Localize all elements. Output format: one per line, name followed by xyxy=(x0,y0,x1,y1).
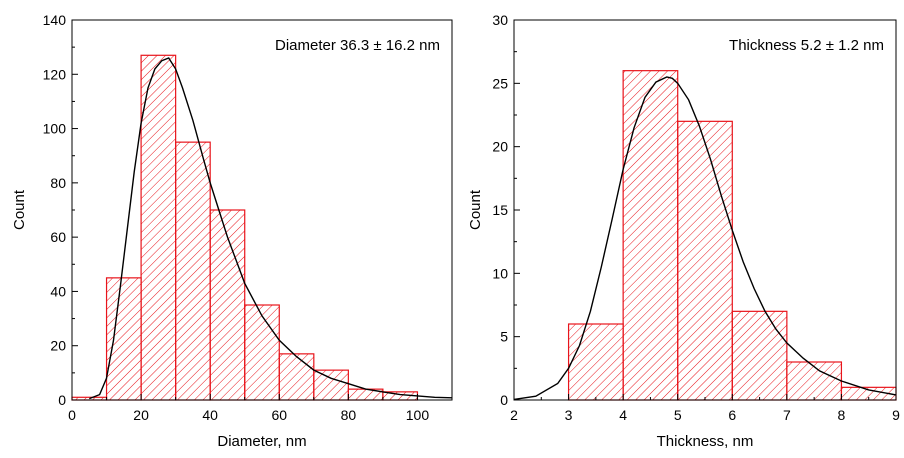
x-tick-label: 80 xyxy=(341,407,357,423)
thickness-histogram-chart: 2 3 4 5 6 7 8 9 0 5 10 15 20 25 30 Thickness, nm Count Th… xyxy=(467,12,900,450)
y-tick-label: 60 xyxy=(50,229,66,245)
x-tick-label: 4 xyxy=(619,407,627,423)
bars xyxy=(567,70,897,401)
bar xyxy=(175,141,211,401)
x-axis-label: Thickness, nm xyxy=(657,433,754,450)
y-tick-label: 140 xyxy=(43,12,67,28)
y-tick-label: 0 xyxy=(58,392,66,408)
y-tick-label: 80 xyxy=(50,175,66,191)
y-tick-label: 10 xyxy=(492,265,508,281)
x-tick-label: 2 xyxy=(510,407,518,423)
y-tick-label: 15 xyxy=(492,202,508,218)
x-tick-label: 0 xyxy=(68,407,76,423)
diameter-histogram-chart: 0 20 40 60 80 100 0 20 40 60 80 100 120 140 Diameter, … xyxy=(11,12,453,450)
bar xyxy=(677,120,733,401)
bar xyxy=(244,304,280,401)
stats-annotation: Thickness 5.2 ± 1.2 nm xyxy=(729,37,884,54)
x-tick-label: 60 xyxy=(271,407,287,423)
y-tick-label: 100 xyxy=(43,121,67,137)
bar xyxy=(731,310,788,401)
x-tick-label: 5 xyxy=(674,407,682,423)
x-tick-label: 3 xyxy=(565,407,573,423)
fit-curve xyxy=(89,57,453,400)
x-tick-label: 40 xyxy=(202,407,218,423)
bar xyxy=(567,323,624,401)
bar xyxy=(313,369,349,401)
y-axis-label: Count xyxy=(11,189,28,230)
y-tick-label: 40 xyxy=(50,283,66,299)
y-tick-label: 25 xyxy=(492,75,508,91)
x-tick-label: 8 xyxy=(838,407,846,423)
y-tick-label: 30 xyxy=(492,12,508,28)
y-tick-label: 5 xyxy=(500,329,508,345)
x-tick-label: 100 xyxy=(406,407,430,423)
y-axis-label: Count xyxy=(467,189,484,230)
bars xyxy=(71,54,419,401)
bar xyxy=(622,70,679,401)
y-tick-label: 20 xyxy=(492,139,508,155)
x-tick-label: 20 xyxy=(133,407,149,423)
bar xyxy=(786,361,843,401)
bar xyxy=(140,54,177,401)
y-tick-label: 20 xyxy=(50,338,66,354)
x-tick-label: 6 xyxy=(728,407,736,423)
x-tick-label: 9 xyxy=(892,407,900,423)
stats-annotation: Diameter 36.3 ± 16.2 nm xyxy=(275,37,440,54)
y-tick-label: 0 xyxy=(500,392,508,408)
bar xyxy=(278,353,315,401)
bar xyxy=(105,277,142,401)
x-axis-label: Diameter, nm xyxy=(217,433,306,450)
x-tick-label: 7 xyxy=(783,407,791,423)
y-tick-label: 120 xyxy=(43,66,67,82)
fit-curve xyxy=(513,76,897,401)
